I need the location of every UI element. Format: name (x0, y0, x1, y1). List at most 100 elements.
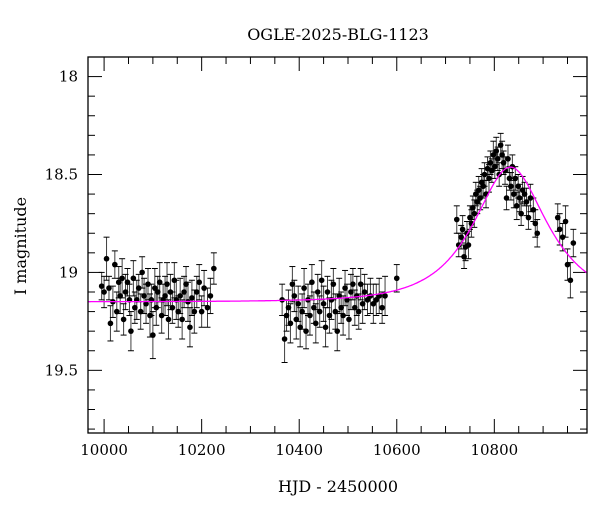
point-marker (350, 281, 356, 287)
point-marker (342, 285, 348, 291)
point-marker (143, 300, 149, 307)
data-point (301, 268, 308, 309)
x-tick-label: 10600 (373, 441, 421, 459)
data-point (459, 215, 466, 244)
data-point (570, 228, 577, 258)
data-point (117, 277, 124, 315)
point-marker (326, 312, 333, 319)
point-marker (201, 285, 207, 291)
point-marker (348, 289, 354, 295)
x-axis-label: HJD - 2450000 (278, 477, 398, 496)
point-marker (554, 214, 561, 221)
data-point (453, 205, 460, 234)
point-marker (135, 285, 142, 291)
y-tick-label: 18 (59, 68, 78, 86)
data-point (137, 293, 144, 330)
point-marker (295, 300, 302, 307)
point-marker (207, 293, 214, 299)
data-point (164, 262, 171, 307)
point-marker (508, 183, 514, 190)
data-point (322, 307, 329, 348)
point-marker (346, 316, 352, 323)
point-marker (177, 293, 183, 299)
point-marker (556, 226, 563, 233)
point-marker (570, 240, 577, 246)
point-marker (291, 293, 298, 299)
point-marker (152, 285, 158, 291)
data-point (181, 275, 188, 309)
point-marker (181, 289, 187, 295)
data-point (556, 213, 563, 246)
point-marker (505, 156, 511, 162)
point-marker (352, 304, 358, 311)
point-marker (283, 312, 290, 319)
point-marker (486, 175, 492, 182)
data-point (316, 295, 323, 328)
point-marker (189, 295, 195, 301)
point-marker (119, 275, 125, 282)
data-point (177, 277, 184, 315)
point-marker (187, 324, 193, 331)
data-point (204, 287, 211, 328)
point-marker (361, 289, 368, 295)
point-marker (532, 220, 539, 227)
point-marker (379, 304, 385, 311)
data-point (491, 154, 498, 179)
point-marker (299, 308, 305, 315)
data-point (361, 273, 368, 311)
point-marker (512, 175, 519, 182)
data-point (318, 260, 325, 301)
point-marker (285, 304, 292, 311)
point-marker (513, 203, 520, 209)
data-point (149, 311, 156, 360)
x-tick-label: 10800 (470, 441, 518, 459)
data-point (481, 162, 488, 187)
point-marker (139, 269, 145, 276)
y-tick-label: 19.5 (45, 361, 78, 379)
point-marker (338, 304, 344, 311)
point-marker (316, 308, 323, 315)
point-marker (564, 261, 571, 268)
data-point (130, 260, 137, 297)
point-marker (494, 156, 501, 162)
data-point (345, 299, 352, 340)
data-point (382, 275, 389, 316)
point-marker (117, 293, 123, 299)
point-marker (198, 308, 205, 315)
point-marker (309, 279, 315, 286)
point-marker (314, 289, 321, 295)
data-point (562, 205, 569, 238)
point-marker (293, 316, 300, 323)
point-marker (516, 195, 523, 201)
point-marker (511, 191, 517, 197)
point-marker (355, 308, 362, 315)
point-marker (311, 304, 317, 311)
point-marker (132, 304, 138, 311)
point-marker (165, 316, 172, 323)
data-point (303, 313, 310, 350)
point-marker (518, 210, 524, 217)
point-marker (334, 328, 341, 334)
point-marker (103, 255, 110, 262)
data-point (340, 295, 347, 336)
data-point (567, 262, 574, 299)
point-marker (382, 293, 388, 299)
point-marker (289, 281, 296, 287)
point-marker (481, 171, 488, 178)
point-marker (196, 279, 203, 286)
data-point (210, 252, 217, 285)
data-point (507, 172, 514, 201)
data-point (370, 283, 377, 324)
data-point (207, 277, 214, 315)
point-marker (164, 281, 170, 287)
point-marker (562, 218, 569, 225)
point-marker (521, 191, 528, 197)
point-marker (307, 312, 313, 319)
y-axis-label: I magnitude (11, 197, 30, 295)
data-point (312, 303, 319, 344)
data-point (165, 299, 172, 340)
data-point (119, 258, 126, 299)
point-marker (128, 328, 134, 334)
point-marker (459, 226, 466, 233)
point-marker (455, 242, 462, 248)
